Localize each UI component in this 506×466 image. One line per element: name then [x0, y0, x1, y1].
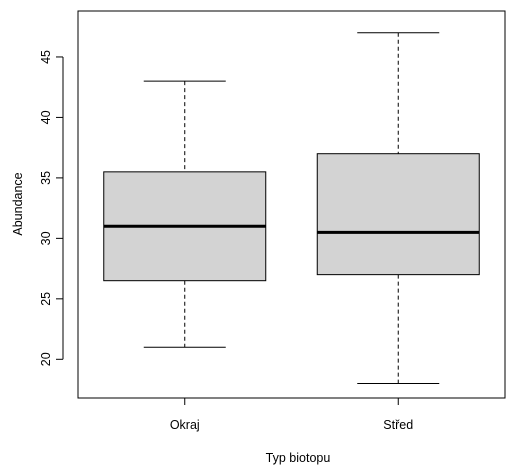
- iqr-box: [316, 153, 480, 276]
- boxes: [103, 32, 480, 384]
- x-tick-label: Střed: [383, 418, 413, 432]
- y-tick-label: 30: [39, 231, 53, 245]
- y-tick-label: 20: [39, 352, 53, 366]
- x-tick-label: Okraj: [170, 418, 200, 432]
- y-tick-label: 45: [39, 50, 53, 64]
- y-tick-label: 35: [39, 171, 53, 185]
- box-okraj: [103, 80, 267, 348]
- x-axis-label: Typ biotopu: [266, 451, 331, 465]
- x-axis: Okraj Střed: [170, 397, 413, 432]
- y-axis: 20 25 30 35 40 45: [39, 50, 64, 366]
- y-axis-label: Abundance: [11, 172, 25, 235]
- y-tick-label: 25: [39, 292, 53, 306]
- box-střed: [316, 32, 480, 384]
- y-tick-label: 40: [39, 110, 53, 124]
